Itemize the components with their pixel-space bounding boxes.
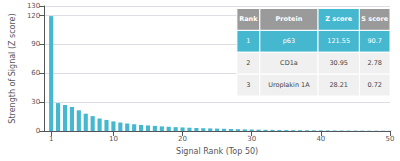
svg-text:121.55: 121.55 <box>327 37 350 45</box>
svg-text:120: 120 <box>27 12 40 20</box>
svg-text:2.78: 2.78 <box>367 59 381 67</box>
svg-text:p63: p63 <box>283 37 295 45</box>
svg-text:S score: S score <box>361 15 388 23</box>
svg-text:3: 3 <box>246 81 250 89</box>
svg-text:Uroplakin 1A: Uroplakin 1A <box>268 81 310 89</box>
svg-text:90.7: 90.7 <box>367 37 381 45</box>
svg-text:28.21: 28.21 <box>329 81 348 89</box>
svg-text:Z score: Z score <box>325 15 352 23</box>
svg-text:0.72: 0.72 <box>367 81 381 89</box>
svg-text:60: 60 <box>31 69 40 77</box>
svg-text:Rank: Rank <box>239 15 258 23</box>
svg-text:130: 130 <box>27 2 40 10</box>
svg-text:50: 50 <box>386 135 395 143</box>
svg-text:CD1a: CD1a <box>280 59 298 67</box>
svg-text:30: 30 <box>31 98 40 106</box>
svg-text:90: 90 <box>31 40 40 48</box>
svg-text:10: 10 <box>109 135 118 143</box>
svg-text:30: 30 <box>247 135 256 143</box>
svg-text:1: 1 <box>246 37 250 45</box>
svg-text:40: 40 <box>316 135 325 143</box>
svg-text:20: 20 <box>178 135 187 143</box>
svg-text:Protein: Protein <box>276 15 303 23</box>
svg-text:0: 0 <box>36 127 40 135</box>
svg-text:Strength of Signal (Z score): Strength of Signal (Z score) <box>8 13 17 123</box>
svg-text:Signal Rank (Top 50): Signal Rank (Top 50) <box>176 147 258 156</box>
svg-text:1: 1 <box>49 135 53 143</box>
svg-text:2: 2 <box>246 59 250 67</box>
svg-text:30.95: 30.95 <box>329 59 348 67</box>
